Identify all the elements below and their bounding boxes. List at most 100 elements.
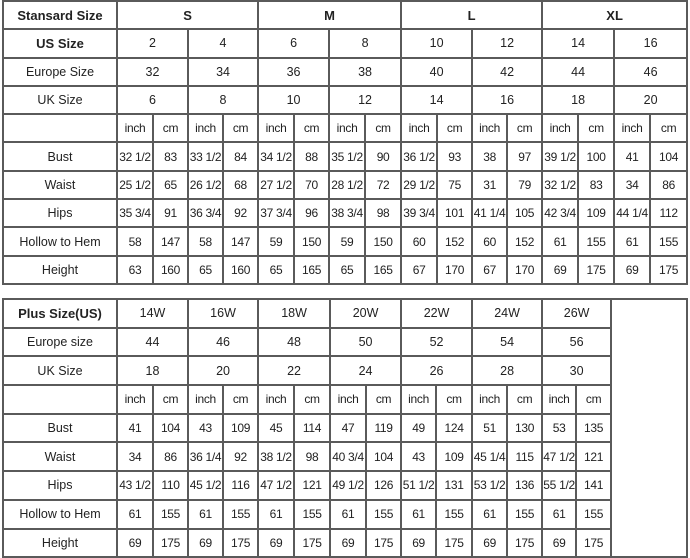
measurement-value: 51 1/2 [400,470,438,501]
measurement-value: 175 [365,527,403,558]
measurement-value: 175 [151,527,190,558]
measurement-value: 72 [364,169,403,201]
measurement-value: 114 [293,412,332,444]
unit-cm: cm [221,113,260,144]
europe-size-cell: 34 [186,56,260,87]
measurement-value: 126 [365,470,403,501]
europe-size-cell: 46 [187,326,260,358]
uk-size-cell: 10 [257,84,331,116]
measurement-value: 45 [257,412,296,444]
measurement-value: 49 [400,412,438,444]
measurement-value: 61 [187,498,225,530]
measurement-value: 83 [577,169,616,201]
row-label: UK Size [2,355,118,387]
measurement-value: 61 [541,498,578,530]
measurement-value: 69 [541,254,580,285]
unit-inch: inch [257,384,296,415]
measurement-value: 37 3/4 [257,198,296,229]
measurement-value: 155 [575,498,613,530]
measurement-value: 124 [435,412,474,444]
measurement-value: 32 1/2 [541,169,580,201]
measurement-value: 67 [471,254,509,285]
measurement-value: 58 [116,226,154,257]
letter-size-header: XL [541,0,689,31]
uk-size-cell: 24 [329,355,403,387]
measurement-row: Height 69 175 69 175 69 175 69 175 69 175 69 175 69 17… [2,527,687,558]
measurement-value: 155 [365,498,403,530]
measurement-value: 38 3/4 [328,198,367,229]
measurement-row: Hips 43 1/2 110 45 1/2 116 47 1/2 121 49 1/2 126… [2,470,687,501]
measurement-value: 61 [329,498,368,530]
measurement-row: Bust 32 1/2 83 33 1/2 84 34 1/2 88 35 1/2 90 36 1… [2,141,689,172]
us-size-cell: 2 [116,28,189,59]
measurement-value: 49 1/2 [329,470,368,501]
unit-row: inch cm inch cm inch cm inch cm inch cm inch cm inch… [2,113,689,144]
unit-inch: inch [257,113,296,144]
unit-cm: cm [436,113,474,144]
measurement-value: 65 [328,254,367,285]
unit-inch: inch [541,113,580,144]
europe-size-cell: 40 [400,56,474,87]
uk-size-cell: 22 [257,355,332,387]
measurement-value: 34 1/2 [257,141,296,172]
measurement-value: 42 3/4 [541,198,580,229]
europe-size-cell: 42 [471,56,544,87]
measurement-value: 175 [293,527,332,558]
measurement-value: 45 1/2 [187,470,225,501]
unit-inch: inch [541,384,578,415]
measurement-value: 155 [435,498,474,530]
uk-size-cell: 30 [541,355,613,387]
measurement-value: 175 [506,527,544,558]
measurement-value: 150 [293,226,331,257]
measurement-value: 36 1/2 [400,141,439,172]
unit-cm: cm [293,113,331,144]
measurement-value: 88 [293,141,331,172]
measurement-value: 69 [400,527,438,558]
row-label: Waist [2,441,118,473]
measurement-value: 170 [506,254,544,285]
measurement-value: 65 [187,254,224,285]
measurement-value: 55 1/2 [541,470,578,501]
measurement-value: 35 1/2 [328,141,367,172]
uk-size-row: UK Size 6 8 10 12 14 16 18 20 [2,84,689,116]
measurement-value: 60 [471,226,509,257]
measurement-value: 175 [577,254,616,285]
measurement-value: 36 1/4 [187,441,225,473]
unit-inch: inch [187,113,224,144]
measurement-value: 40 3/4 [329,441,368,473]
measurement-row: Bust 41 104 43 109 45 114 47 119 49 124 51 130 53 135 [2,412,687,444]
measurement-value: 131 [435,470,474,501]
measurement-value: 155 [293,498,332,530]
measurement-value: 39 3/4 [400,198,439,229]
us-size-cell: 8 [328,28,403,59]
measurement-value: 93 [436,141,474,172]
measurement-value: 47 [329,412,368,444]
europe-size-cell: 54 [471,326,544,358]
measurement-value: 90 [364,141,403,172]
measurement-value: 41 [116,412,154,444]
measurement-value: 96 [293,198,331,229]
row-label: Bust [2,141,118,172]
row-label: Waist [2,169,118,201]
measurement-value: 147 [221,226,260,257]
measurement-value: 59 [328,226,367,257]
row-label: Europe size [2,326,118,358]
europe-size-cell: 56 [541,326,613,358]
measurement-value: 98 [293,441,332,473]
measurement-value: 27 1/2 [257,169,296,201]
uk-size-cell: 6 [116,84,189,116]
row-label: Europe Size [2,56,118,87]
measurement-value: 63 [116,254,154,285]
measurement-value: 69 [329,527,368,558]
row-label: Height [2,527,118,558]
row-label: Hollow to Hem [2,498,118,530]
measurement-value: 61 [541,226,580,257]
us-size-cell: 6 [257,28,331,59]
empty-column [610,297,689,558]
measurement-value: 26 1/2 [187,169,224,201]
measurement-row: Hollow to Hem 61 155 61 155 61 155 61 155 61 155 61… [2,498,687,530]
standard-size-table: Stansard Size S M L XL US Size 2 4 6 8 10 12 14 16 Eur… [2,0,689,285]
unit-cm: cm [365,384,403,415]
measurement-value: 165 [364,254,403,285]
measurement-value: 175 [575,527,613,558]
